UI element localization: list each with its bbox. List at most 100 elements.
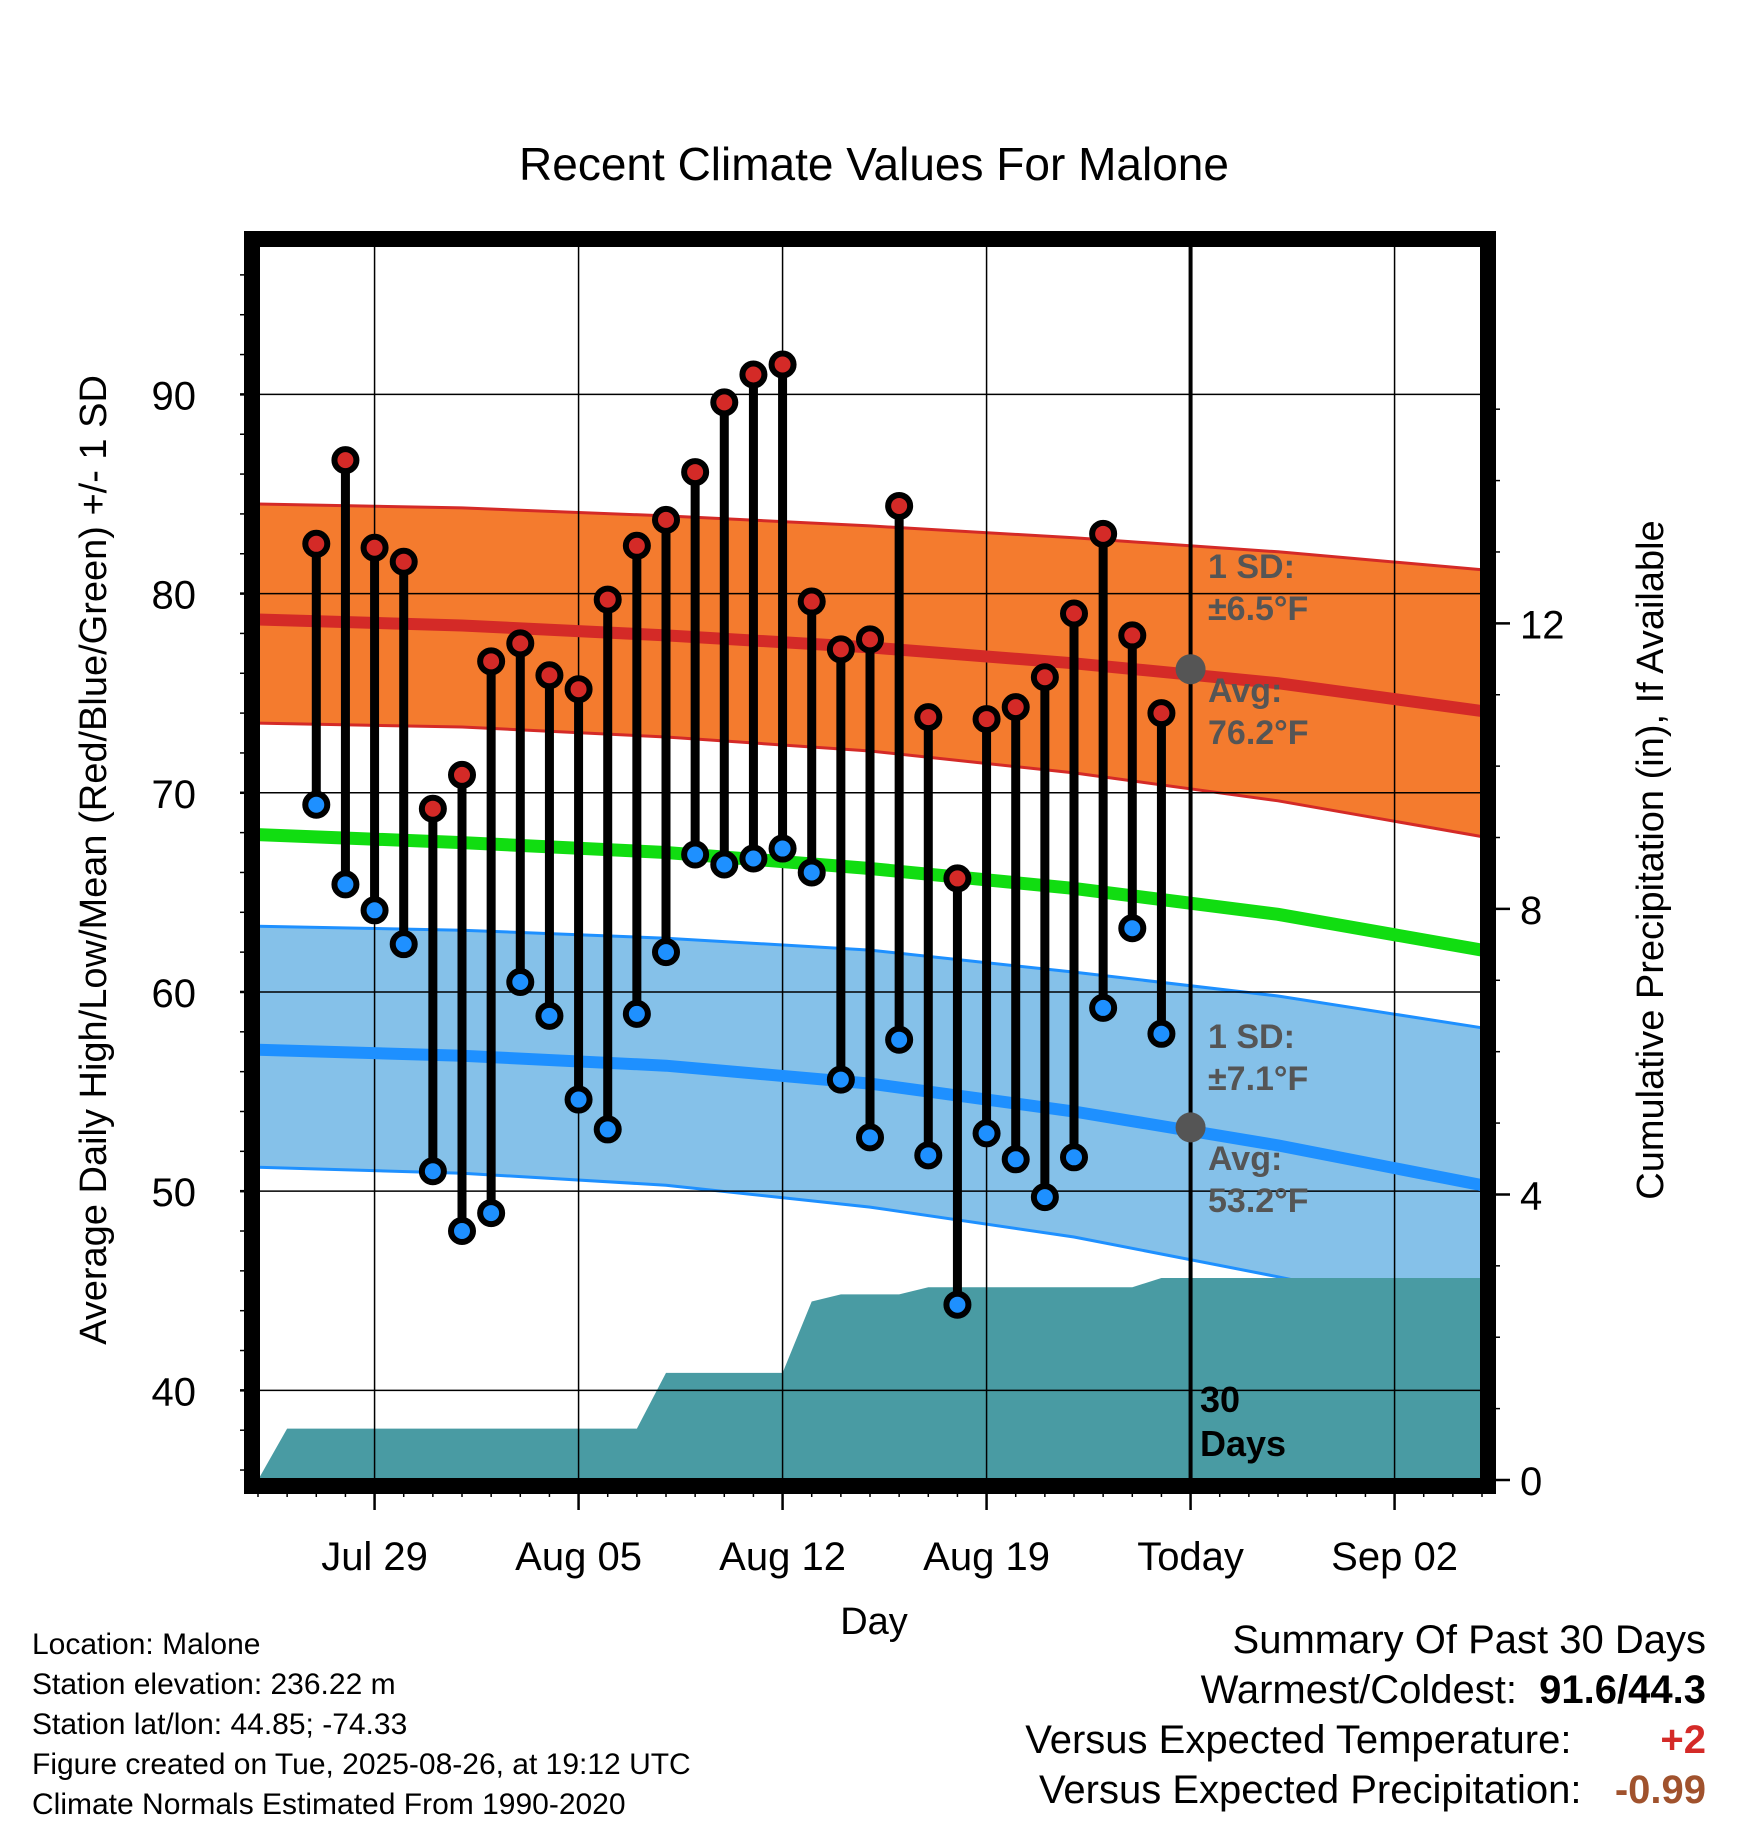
y2-axis-label: Cumulative Precipitation (in), If Availa…	[1630, 520, 1672, 1199]
high-avg-value: 76.2°F	[1208, 714, 1309, 752]
daily-low-point	[477, 1199, 506, 1228]
x-tick-label: Aug 19	[923, 1535, 1050, 1579]
daily-low-point	[622, 999, 651, 1028]
daily-low-point	[943, 1290, 972, 1319]
daily-low-point	[739, 844, 768, 873]
x-tick-label: Sep 02	[1331, 1535, 1458, 1579]
daily-low-point	[797, 858, 826, 887]
low-sd-label: 1 SD:	[1208, 1018, 1295, 1056]
daily-low-point	[856, 1123, 884, 1152]
summary-precip-label: Versus Expected Precipitation:	[1038, 1768, 1582, 1812]
days-label-text: Days	[1200, 1423, 1286, 1464]
daily-low-point	[914, 1141, 943, 1170]
plot-area	[240, 231, 1510, 1510]
daily-low-point	[1118, 914, 1147, 943]
y2-tick-label: 8	[1520, 889, 1542, 933]
chart-title: Recent Climate Values For Malone	[519, 138, 1229, 190]
today-low-avg-marker	[1175, 1112, 1206, 1143]
daily-high-point	[564, 675, 593, 704]
daily-low-point	[1089, 993, 1118, 1022]
daily-low-point	[593, 1115, 622, 1144]
daily-low-point	[885, 1025, 914, 1054]
summary-temp-value: +2	[1660, 1718, 1706, 1762]
daily-low-point	[448, 1217, 476, 1246]
daily-high-point	[1118, 621, 1147, 650]
daily-low-point	[1030, 1183, 1059, 1212]
y-tick-label: 50	[152, 1171, 197, 1215]
daily-high-point	[1060, 599, 1088, 628]
high-sd-upper-edge	[257, 502, 1483, 572]
high-sd-label: 1 SD:	[1208, 548, 1295, 586]
high-sd-value: ±6.5°F	[1208, 590, 1308, 628]
daily-low-point	[360, 896, 389, 925]
low-avg-value: 53.2°F	[1208, 1182, 1309, 1220]
info-created: Figure created on Tue, 2025-08-26, at 19…	[32, 1748, 691, 1781]
daily-low-point	[768, 834, 797, 863]
daily-low-point	[652, 938, 680, 967]
daily-high-point	[972, 705, 1001, 734]
annotations: 1 SD: ±6.5°F Avg: 76.2°F 1 SD: ±7.1°F Av…	[152, 374, 1565, 1579]
y2-tick-label: 12	[1520, 603, 1565, 647]
info-latlon: Station lat/lon: 44.85; -74.33	[32, 1708, 408, 1741]
low-sd-value: ±7.1°F	[1208, 1060, 1308, 1098]
daily-low-point	[826, 1065, 855, 1094]
daily-high-point	[885, 491, 914, 520]
daily-high-point	[1089, 519, 1118, 548]
daily-low-point	[302, 790, 331, 819]
summary-title: Summary Of Past 30 Days	[1232, 1618, 1706, 1662]
y2-tick-label: 4	[1520, 1174, 1542, 1218]
daily-high-point	[914, 703, 943, 732]
daily-high-point	[943, 864, 972, 893]
y-tick-label: 40	[152, 1370, 197, 1414]
daily-low-point	[564, 1085, 593, 1114]
daily-high-point	[477, 647, 506, 676]
daily-low-point	[506, 968, 535, 997]
summary-temp-label: Versus Expected Temperature:	[1025, 1718, 1572, 1762]
daily-high-point	[652, 505, 680, 534]
daily-high-point	[1001, 693, 1030, 722]
daily-low-point	[418, 1157, 447, 1186]
today-high-avg-marker	[1175, 654, 1206, 685]
daily-high-point	[797, 587, 826, 616]
info-elevation: Station elevation: 236.22 m	[32, 1668, 396, 1701]
summary-precip: Versus Expected Precipitation: -0.99	[1039, 1768, 1706, 1813]
daily-high-point	[331, 446, 360, 475]
daily-high-point	[1030, 663, 1059, 692]
x-tick-label: Jul 29	[321, 1535, 428, 1579]
daily-low-point	[972, 1119, 1001, 1148]
daily-low-point	[710, 850, 739, 879]
daily-low-point	[1001, 1145, 1030, 1174]
y2-tick-label: 0	[1520, 1460, 1542, 1504]
daily-high-point	[593, 585, 622, 614]
daily-high-point	[826, 635, 855, 664]
y-tick-label: 90	[152, 374, 197, 418]
daily-high-point	[856, 625, 884, 654]
y-tick-label: 60	[152, 972, 197, 1016]
x-tick-label: Aug 12	[719, 1535, 846, 1579]
daily-high-point	[418, 794, 447, 823]
summary-warm-cold: Warmest/Coldest: 91.6/44.3	[1201, 1668, 1706, 1713]
daily-high-point	[710, 388, 739, 417]
info-location: Location: Malone	[32, 1628, 261, 1661]
daily-high-point	[448, 760, 476, 789]
summary-temp: Versus Expected Temperature: +2	[1025, 1718, 1706, 1763]
y-tick-label: 80	[152, 574, 197, 618]
daily-low-point	[1060, 1143, 1088, 1172]
daily-high-point	[389, 547, 418, 576]
high-avg-label: Avg:	[1208, 672, 1282, 710]
daily-low-point	[681, 840, 710, 869]
daily-high-point	[768, 350, 797, 379]
daily-low-point	[535, 1001, 564, 1030]
daily-low-point	[389, 930, 418, 959]
info-normals: Climate Normals Estimated From 1990-2020	[32, 1788, 626, 1821]
daily-high-point	[622, 531, 651, 560]
daily-high-point	[1147, 699, 1176, 728]
x-tick-label: Aug 05	[515, 1535, 642, 1579]
low-avg-label: Avg:	[1208, 1140, 1282, 1178]
summary-precip-value: -0.99	[1614, 1768, 1706, 1812]
y-axis-label: Average Daily High/Low/Mean (Red/Blue/Gr…	[73, 375, 115, 1345]
daily-low-point	[1147, 1019, 1176, 1048]
daily-high-point	[302, 529, 331, 558]
daily-high-point	[739, 360, 768, 389]
